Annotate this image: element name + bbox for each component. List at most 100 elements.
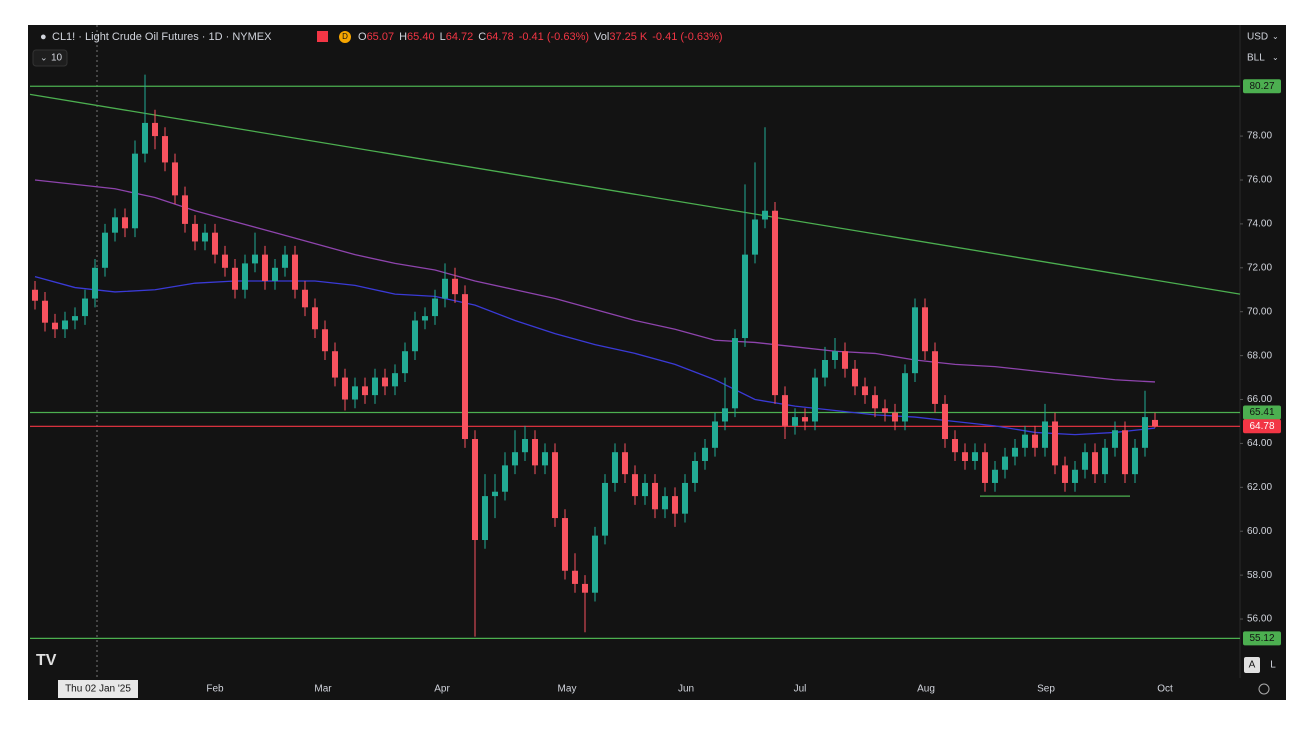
candle-body bbox=[622, 452, 628, 475]
symbol-icon: ● bbox=[40, 31, 47, 43]
y-tick-label: 62.00 bbox=[1247, 482, 1272, 493]
candle-body bbox=[602, 482, 608, 536]
x-tick-label: Apr bbox=[434, 684, 450, 695]
candle-body bbox=[612, 452, 618, 483]
candle-body bbox=[1072, 469, 1078, 483]
chart-title[interactable]: CL1! · Light Crude Oil Futures · 1D · NY… bbox=[52, 31, 272, 43]
x-tick-label: Mar bbox=[314, 684, 332, 695]
candle-body bbox=[192, 223, 198, 242]
unit[interactable]: BLL bbox=[1247, 53, 1265, 64]
candle-body bbox=[202, 232, 208, 242]
candle-body bbox=[512, 452, 518, 466]
indicator-toggle[interactable] bbox=[32, 49, 68, 67]
candle-body bbox=[62, 320, 68, 330]
candle-body bbox=[172, 162, 178, 196]
legend-value: 64.78 bbox=[486, 31, 514, 43]
candle-body bbox=[252, 254, 258, 264]
auto-scale-button[interactable]: A bbox=[1249, 660, 1256, 671]
plot bbox=[29, 74, 1241, 639]
chevron: ⌄ bbox=[1272, 32, 1279, 41]
legend-key: Vol bbox=[594, 31, 609, 43]
candle-body bbox=[1022, 434, 1028, 448]
chart-background bbox=[28, 25, 1286, 700]
candle-body bbox=[292, 254, 298, 290]
candle-body bbox=[972, 452, 978, 461]
candle-body bbox=[762, 210, 768, 220]
currency[interactable]: USD bbox=[1247, 32, 1268, 43]
indicator-count: 10 bbox=[51, 53, 63, 64]
candle-body bbox=[452, 278, 458, 295]
candle-body bbox=[1122, 430, 1128, 475]
candle-body bbox=[542, 452, 548, 466]
logo[interactable]: TV bbox=[36, 652, 57, 669]
candle-body bbox=[462, 294, 468, 440]
candle-body bbox=[442, 278, 448, 299]
candle-body bbox=[872, 395, 878, 409]
price-label: 80.27 bbox=[1249, 81, 1274, 92]
price-label-bg bbox=[1243, 405, 1281, 420]
candle-body bbox=[1082, 452, 1088, 470]
candle-body bbox=[732, 338, 738, 409]
candle-body bbox=[392, 373, 398, 387]
y-tick-label: 66.00 bbox=[1247, 394, 1272, 405]
price-label: 65.41 bbox=[1249, 407, 1274, 418]
candle-body bbox=[132, 153, 138, 229]
y-tick-label: 72.00 bbox=[1247, 262, 1272, 273]
candle-body bbox=[1012, 447, 1018, 457]
flag-icon[interactable] bbox=[317, 31, 328, 42]
candle-body bbox=[242, 263, 248, 290]
candle-body bbox=[582, 583, 588, 593]
candle-body bbox=[1152, 419, 1158, 427]
legend-value: -0.41 (-0.63%) bbox=[652, 31, 722, 43]
candle-body bbox=[682, 482, 688, 514]
candle-body bbox=[162, 136, 168, 163]
chevron: ⌄ bbox=[1272, 53, 1279, 62]
button-bg[interactable] bbox=[1244, 657, 1260, 673]
candle-body bbox=[142, 122, 148, 154]
candle-body bbox=[1112, 430, 1118, 448]
settings-icon[interactable] bbox=[1258, 683, 1270, 695]
candle-body bbox=[372, 377, 378, 396]
candle-body bbox=[82, 298, 88, 317]
candle-body bbox=[362, 386, 368, 396]
candle-body bbox=[562, 518, 568, 571]
y-tick-label: 78.00 bbox=[1247, 131, 1272, 142]
y-tick-label: 60.00 bbox=[1247, 526, 1272, 537]
candle-body bbox=[932, 351, 938, 404]
x-tick-label: Feb bbox=[206, 684, 224, 695]
candle-body bbox=[422, 316, 428, 321]
candle-body bbox=[852, 368, 858, 387]
y-tick-label: 74.00 bbox=[1247, 219, 1272, 230]
price-label-bg bbox=[1243, 631, 1281, 646]
candle-body bbox=[712, 421, 718, 448]
candle-body bbox=[322, 329, 328, 352]
legend-value: 64.72 bbox=[446, 31, 474, 43]
candle-body bbox=[1142, 417, 1148, 448]
candle-body bbox=[862, 386, 868, 396]
candle-body bbox=[912, 307, 918, 374]
candle-body bbox=[122, 217, 128, 229]
candle-body bbox=[92, 267, 98, 299]
candle-body bbox=[772, 210, 778, 396]
candle-body bbox=[102, 232, 108, 268]
candle-body bbox=[382, 377, 388, 387]
candle-body bbox=[332, 351, 338, 378]
y-tick-label: 58.00 bbox=[1247, 570, 1272, 581]
log-scale-button[interactable]: L bbox=[1270, 660, 1276, 671]
legend-key: C bbox=[478, 31, 486, 43]
candle-body bbox=[232, 267, 238, 290]
candle-body bbox=[692, 460, 698, 483]
moving-average bbox=[34, 275, 1156, 436]
candle-body bbox=[312, 307, 318, 330]
legend-key: H bbox=[399, 31, 407, 43]
candle-body bbox=[212, 232, 218, 255]
crosshair-label-bg bbox=[58, 680, 138, 698]
candle-body bbox=[702, 447, 708, 461]
candle-body bbox=[642, 482, 648, 497]
candle-body bbox=[672, 496, 678, 514]
candle-body bbox=[302, 289, 308, 308]
candle-body bbox=[1002, 456, 1008, 470]
candle-body bbox=[1062, 465, 1068, 483]
candle-body bbox=[782, 395, 788, 426]
candle-body bbox=[532, 439, 538, 466]
